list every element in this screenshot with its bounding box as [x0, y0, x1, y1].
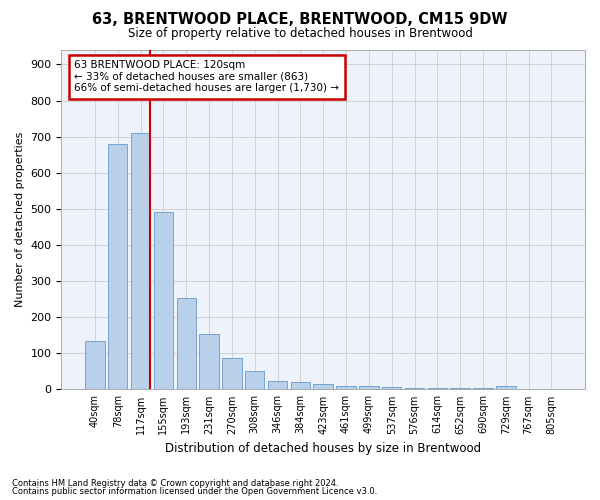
Bar [337, 386, 356, 390]
Bar [405, 388, 424, 390]
Bar [428, 388, 447, 390]
Bar [382, 386, 401, 390]
Bar [131, 133, 150, 390]
Bar [359, 386, 379, 390]
Bar [176, 298, 196, 390]
Bar [451, 388, 470, 390]
Text: 63, BRENTWOOD PLACE, BRENTWOOD, CM15 9DW: 63, BRENTWOOD PLACE, BRENTWOOD, CM15 9DW [92, 12, 508, 28]
Text: Size of property relative to detached houses in Brentwood: Size of property relative to detached ho… [128, 28, 472, 40]
Bar [473, 388, 493, 390]
Bar [199, 334, 219, 390]
Bar [85, 340, 104, 390]
Text: Contains public sector information licensed under the Open Government Licence v3: Contains public sector information licen… [12, 487, 377, 496]
Bar [290, 382, 310, 390]
Bar [108, 144, 127, 390]
Y-axis label: Number of detached properties: Number of detached properties [15, 132, 25, 308]
Bar [496, 386, 515, 390]
Bar [222, 358, 242, 390]
Bar [154, 212, 173, 390]
Bar [313, 384, 333, 390]
Text: 63 BRENTWOOD PLACE: 120sqm
← 33% of detached houses are smaller (863)
66% of sem: 63 BRENTWOOD PLACE: 120sqm ← 33% of deta… [74, 60, 340, 94]
Bar [245, 372, 265, 390]
X-axis label: Distribution of detached houses by size in Brentwood: Distribution of detached houses by size … [165, 442, 481, 455]
Text: Contains HM Land Registry data © Crown copyright and database right 2024.: Contains HM Land Registry data © Crown c… [12, 478, 338, 488]
Bar [268, 382, 287, 390]
